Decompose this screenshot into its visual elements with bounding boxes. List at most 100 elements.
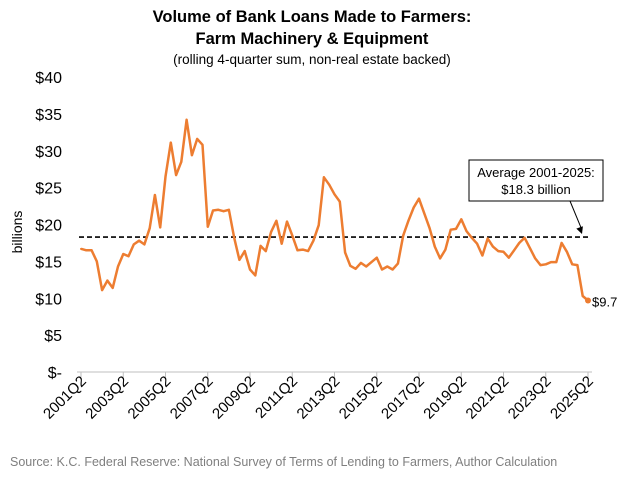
data-point xyxy=(581,295,584,298)
chart-title-line2: Farm Machinery & Equipment xyxy=(195,30,429,48)
data-point xyxy=(270,230,273,233)
last-value-label: $9.7 xyxy=(592,294,617,309)
data-point xyxy=(275,219,278,222)
x-tick-label: 2015Q2 xyxy=(336,373,386,423)
data-point xyxy=(444,248,447,251)
data-point xyxy=(301,248,304,251)
data-point xyxy=(148,227,151,230)
data-point xyxy=(560,241,563,244)
series-points xyxy=(80,118,589,302)
data-point xyxy=(544,263,547,266)
data-point xyxy=(122,253,125,255)
data-point xyxy=(296,249,299,252)
average-annotation-box xyxy=(468,159,604,202)
data-point xyxy=(375,256,378,259)
x-tick-label: 2023Q2 xyxy=(505,373,555,423)
data-point xyxy=(513,249,516,252)
data-point xyxy=(328,183,331,186)
x-tick-label: 2005Q2 xyxy=(125,373,175,423)
data-point xyxy=(333,193,336,196)
data-point xyxy=(449,228,452,231)
data-point xyxy=(307,250,310,253)
data-point xyxy=(291,234,294,237)
data-point xyxy=(233,236,236,239)
data-point xyxy=(201,143,204,146)
data-point xyxy=(132,243,135,246)
data-point xyxy=(264,250,267,253)
data-point xyxy=(80,247,82,250)
data-point xyxy=(365,265,368,268)
data-point xyxy=(396,262,399,265)
data-point xyxy=(175,174,178,177)
data-point xyxy=(359,261,362,264)
y-axis-label: billions xyxy=(9,211,25,254)
data-point xyxy=(143,243,146,246)
data-point xyxy=(571,263,574,266)
y-tick-label: $15 xyxy=(35,254,62,271)
data-point xyxy=(159,226,162,229)
data-point xyxy=(370,261,373,264)
data-point xyxy=(381,268,384,271)
data-point xyxy=(539,264,542,267)
data-point xyxy=(111,286,114,289)
data-point xyxy=(402,234,405,237)
data-point xyxy=(428,227,431,230)
data-point xyxy=(523,236,526,239)
data-point xyxy=(502,250,505,253)
data-point xyxy=(407,219,410,222)
data-point xyxy=(534,257,537,260)
data-point xyxy=(249,268,251,271)
data-point xyxy=(254,274,257,277)
data-point xyxy=(116,265,119,268)
x-tick-label: 2013Q2 xyxy=(294,373,344,423)
data-point xyxy=(238,258,241,261)
last-value-marker xyxy=(585,297,591,304)
y-tick-label: $30 xyxy=(35,144,62,161)
data-point xyxy=(95,260,98,263)
data-point xyxy=(528,247,531,250)
data-point xyxy=(190,154,193,157)
source-note: Source: K.C. Federal Reserve: National S… xyxy=(10,455,558,469)
x-tick-label: 2021Q2 xyxy=(463,373,513,423)
x-tick-label: 2017Q2 xyxy=(378,373,428,423)
data-point xyxy=(465,230,468,233)
data-point xyxy=(481,254,484,257)
data-point xyxy=(418,197,420,200)
data-point xyxy=(280,242,283,245)
data-point xyxy=(470,236,473,239)
y-tick-label: $25 xyxy=(35,181,62,198)
data-point xyxy=(285,220,288,223)
data-point xyxy=(507,256,510,259)
y-axis-ticks: $- $5 $10 $15 $20 $25 $30 $35 $40 xyxy=(35,70,62,382)
x-tick-label: 2003Q2 xyxy=(82,373,132,423)
data-point xyxy=(565,250,568,253)
data-point xyxy=(491,245,494,248)
data-point xyxy=(460,218,463,221)
data-point xyxy=(454,227,457,230)
chart-title: Volume of Bank Loans Made to Farmers: xyxy=(152,8,472,26)
data-point xyxy=(550,261,553,264)
data-point xyxy=(391,268,394,271)
x-axis-ticks: 2001Q22003Q22005Q22007Q22009Q22011Q22013… xyxy=(40,372,597,423)
data-point xyxy=(312,239,315,242)
data-point xyxy=(153,194,156,196)
data-point xyxy=(90,249,93,252)
data-point xyxy=(217,208,220,211)
x-tick-label: 2025Q2 xyxy=(547,373,597,423)
average-annotation-line2: $18.3 billion xyxy=(501,182,570,197)
data-point xyxy=(227,208,230,211)
average-annotation-arrow xyxy=(569,200,583,231)
x-tick-label: 2011Q2 xyxy=(252,373,301,422)
data-point xyxy=(106,279,109,282)
y-tick-label: $5 xyxy=(44,328,62,345)
y-tick-label: $35 xyxy=(35,107,62,124)
data-point xyxy=(85,249,88,252)
data-point xyxy=(497,250,500,253)
data-point xyxy=(259,244,262,247)
data-point xyxy=(518,241,521,244)
data-point xyxy=(344,251,347,254)
data-point xyxy=(101,289,104,292)
data-point xyxy=(222,210,225,213)
data-point xyxy=(386,265,389,268)
x-tick-label: 2019Q2 xyxy=(420,373,470,423)
